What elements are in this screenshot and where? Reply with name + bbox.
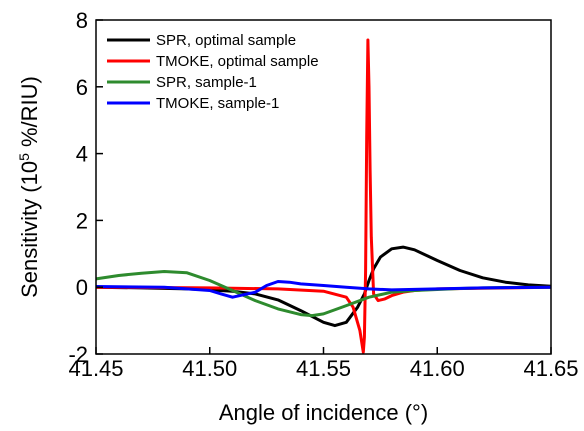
y-axis-title: Sensitivity (105 %/RIU) <box>16 76 42 298</box>
y-tick-label: 4 <box>76 142 88 167</box>
x-tick-label: 41.55 <box>296 356 351 381</box>
y-axis-title-superscript: 5 <box>16 153 32 161</box>
y-tick-label: 2 <box>76 208 88 233</box>
legend-label-3: SPR, sample-1 <box>156 74 257 91</box>
y-tick-label: 8 <box>76 8 88 33</box>
y-tick-label: -2 <box>68 342 88 367</box>
legend-label-2: TMOKE, optimal sample <box>156 53 319 70</box>
series-line-4 <box>95 280 552 299</box>
plot-frame <box>95 19 552 355</box>
legend-label-1: SPR, optimal sample <box>156 32 296 49</box>
legend-label-4: TMOKE, sample-1 <box>156 95 279 112</box>
x-tick-label: 41.65 <box>523 356 578 381</box>
y-tick-label: 6 <box>76 75 88 100</box>
x-tick-label: 41.45 <box>68 356 123 381</box>
series-line-2 <box>95 38 552 354</box>
x-tick-label: 41.60 <box>410 356 465 381</box>
x-tick-label: 41.50 <box>182 356 237 381</box>
x-axis-title: Angle of incidence (°) <box>219 400 428 425</box>
y-axis-title-prefix: Sensitivity (10 <box>17 161 42 298</box>
y-axis-title-suffix: %/RIU) <box>17 76 42 153</box>
plot-lines <box>95 38 552 354</box>
legend: SPR, optimal sample TMOKE, optimal sample… <box>107 32 319 112</box>
x-axis-ticks: 41.45 41.50 41.55 41.60 41.65 <box>68 347 579 381</box>
y-tick-label: 0 <box>76 275 88 300</box>
y-axis-ticks: -2 0 2 4 6 8 <box>68 8 103 367</box>
